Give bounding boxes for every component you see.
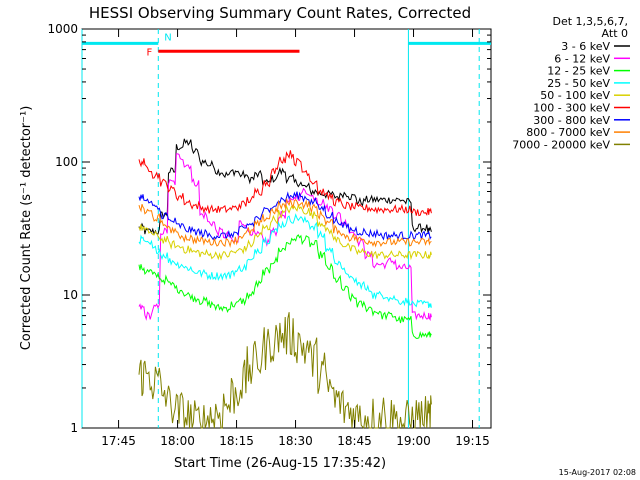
y-axis-label: Corrected Count Rate (s⁻¹ detector⁻¹) bbox=[19, 106, 34, 351]
legend-header-line-2: Att 0 bbox=[602, 27, 628, 40]
plot-timestamp: 15-Aug-2017 02:08 bbox=[559, 468, 636, 477]
flags-layer: FN bbox=[81, 29, 491, 428]
x-tick-label-0: 17:45 bbox=[101, 434, 136, 448]
legend-label-2: 12 - 25 keV bbox=[547, 65, 610, 78]
flag-label-f: F bbox=[147, 47, 153, 58]
series-line-7 bbox=[138, 197, 432, 248]
flag-label-n: N bbox=[164, 32, 171, 43]
legend-label-5: 100 - 300 keV bbox=[533, 102, 610, 115]
legend-label-4: 50 - 100 keV bbox=[540, 89, 610, 102]
series-line-4 bbox=[138, 203, 432, 261]
series-line-2 bbox=[138, 234, 432, 339]
y-tick-label-2: 100 bbox=[55, 155, 78, 169]
chart-title: HESSI Observing Summary Count Rates, Cor… bbox=[89, 4, 471, 22]
legend-label-8: 7000 - 20000 keV bbox=[512, 138, 610, 151]
legend-header-line-1: Det 1,3,5,6,7, bbox=[552, 15, 628, 28]
x-axis-label: Start Time (26-Aug-15 17:35:42) bbox=[174, 456, 386, 471]
series-line-6 bbox=[138, 191, 432, 242]
x-tick-label-6: 19:15 bbox=[455, 434, 490, 448]
x-tick-label-4: 18:45 bbox=[337, 434, 372, 448]
series-line-5 bbox=[138, 150, 432, 217]
legend-label-1: 6 - 12 keV bbox=[554, 52, 610, 65]
series-line-8 bbox=[138, 312, 432, 430]
legend-label-0: 3 - 6 keV bbox=[561, 40, 610, 53]
y-tick-label-1: 10 bbox=[63, 288, 78, 302]
axes-layer: 17:45 18:00 18:15 18:30 18:45 19:00 19:15 1 10 10… bbox=[47, 22, 491, 448]
y-tick-label-0: 1 bbox=[70, 421, 78, 435]
legend-label-7: 800 - 7000 keV bbox=[526, 126, 610, 139]
x-tick-label-3: 18:30 bbox=[278, 434, 313, 448]
y-tick-label-3: 1000 bbox=[47, 22, 78, 36]
x-tick-label-2: 18:15 bbox=[219, 434, 254, 448]
legend-label-3: 25 - 50 keV bbox=[547, 77, 610, 90]
x-tick-label-5: 19:00 bbox=[396, 434, 431, 448]
series-line-3 bbox=[138, 213, 432, 308]
legend-label-6: 300 - 800 keV bbox=[533, 114, 610, 127]
x-tick-label-1: 18:00 bbox=[160, 434, 195, 448]
series-line-0 bbox=[138, 138, 432, 236]
series-layer bbox=[138, 138, 432, 430]
